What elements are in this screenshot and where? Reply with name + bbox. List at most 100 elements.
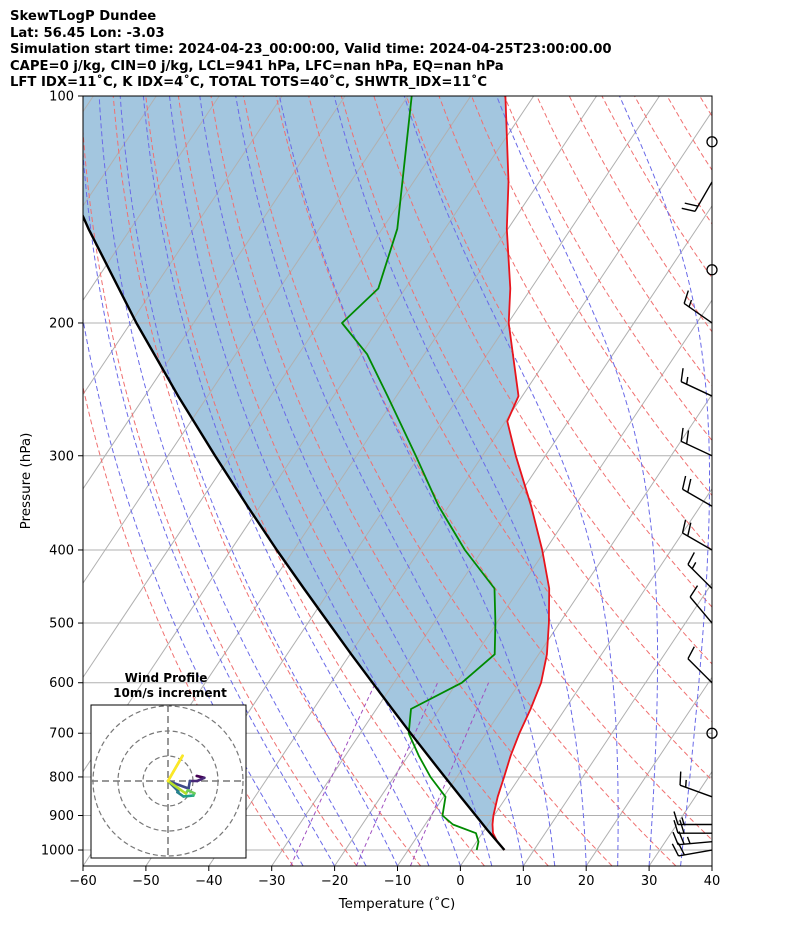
y-tick-label: 700 xyxy=(49,727,74,742)
wind-barb xyxy=(687,646,713,684)
dry-adiabat xyxy=(145,96,485,866)
isotherm xyxy=(83,96,346,490)
x-tick-label: 10 xyxy=(515,874,532,889)
calm-circle xyxy=(706,727,718,739)
wind-barb xyxy=(706,136,718,148)
location-line: Lat: 56.45 Lon: -3.03 xyxy=(10,25,165,41)
dry-adiabat xyxy=(471,96,712,497)
barb-half-flag xyxy=(688,299,693,308)
isotherm xyxy=(775,96,794,866)
moist-adiabat xyxy=(119,96,398,866)
wind-barb xyxy=(681,181,713,213)
x-tick-label: 40 xyxy=(704,874,721,889)
temperature-line xyxy=(491,96,551,851)
barb-staff xyxy=(689,596,713,624)
hodograph-segment xyxy=(195,776,206,783)
y-tick-label: 800 xyxy=(49,770,74,785)
dry-adiabat xyxy=(438,96,712,552)
wind-barb xyxy=(687,552,713,590)
y-tick-label: 100 xyxy=(49,90,74,105)
moist-adiabat xyxy=(142,96,430,866)
moist-adiabat xyxy=(279,96,556,866)
moist-adiabat xyxy=(83,147,336,866)
x-tick-label: −60 xyxy=(69,874,96,889)
calm-circle xyxy=(706,136,718,148)
wind-barb xyxy=(679,771,713,798)
time-line: Simulation start time: 2024-04-23_00:00:… xyxy=(10,42,612,57)
wind-barb xyxy=(706,264,718,276)
isotherm xyxy=(271,204,712,866)
barb-half-flag xyxy=(681,817,685,825)
x-tick-label: 0 xyxy=(456,874,464,889)
inset-subtitle: 10m/s increment xyxy=(113,686,227,700)
profile-lines-layer xyxy=(83,96,551,851)
x-axis-label: Temperature (˚C) xyxy=(338,895,456,912)
wind-barb xyxy=(673,811,712,826)
wind-barb xyxy=(681,519,713,551)
isotherm xyxy=(459,487,712,866)
isotherm xyxy=(522,582,712,866)
y-tick-label: 900 xyxy=(49,809,74,824)
barb-staff xyxy=(687,658,713,684)
hodograph-segment xyxy=(166,779,188,795)
wind-barb xyxy=(683,290,713,324)
barb-flag xyxy=(681,207,696,213)
isotherm xyxy=(83,96,472,679)
barb-flag xyxy=(679,820,685,834)
isotherm xyxy=(83,96,94,113)
barb-flag xyxy=(673,811,679,825)
moist-adiabat xyxy=(83,316,304,866)
dry-adiabat xyxy=(568,96,712,333)
barb-flag xyxy=(684,202,699,207)
moist-adiabat xyxy=(711,862,712,866)
parcel-path-line xyxy=(83,213,506,851)
inset-hodograph xyxy=(91,705,246,858)
dry-adiabat xyxy=(503,96,712,442)
y-tick-label: 400 xyxy=(49,543,74,558)
x-tick-label: −10 xyxy=(384,874,411,889)
wind-barb xyxy=(706,727,718,739)
dry-adiabat xyxy=(666,96,712,172)
dry-adiabat xyxy=(83,384,294,866)
x-tick-label: −20 xyxy=(321,874,348,889)
hodograph-segment xyxy=(182,794,195,798)
x-tick-label: −30 xyxy=(258,874,285,889)
moist-adiabat xyxy=(235,96,524,866)
barb-flag xyxy=(687,552,695,565)
barb-flag xyxy=(671,843,680,857)
dry-adiabat xyxy=(83,125,358,866)
cape-area-layer xyxy=(83,96,550,850)
barb-flag xyxy=(672,831,679,845)
moist-adiabat xyxy=(619,96,710,866)
x-tick-label: −50 xyxy=(132,874,159,889)
dry-adiabat xyxy=(177,96,549,866)
barb-flag xyxy=(687,478,692,493)
wind-barb xyxy=(681,475,713,507)
wind-barbs-layer xyxy=(671,136,718,857)
dry-adiabat xyxy=(308,96,712,781)
barb-staff xyxy=(680,440,713,457)
cin-shading xyxy=(83,96,550,850)
axes-layer: −60 −50 −40 −30 −20 −10 0 10 20 30 40 1000 900 800 700… xyxy=(41,90,720,890)
y-tick-label: 200 xyxy=(49,316,74,331)
wind-barb xyxy=(680,368,713,397)
mixing-ratio-line xyxy=(409,682,490,866)
grid-layer xyxy=(83,96,794,866)
isotherm xyxy=(83,96,283,396)
isotherm xyxy=(711,865,712,866)
mixing-ratio-line xyxy=(355,682,439,866)
wind-barb xyxy=(673,820,712,834)
barb-flag xyxy=(673,820,679,834)
dry-adiabat xyxy=(536,96,712,387)
barb-flag xyxy=(687,646,695,660)
barb-flag xyxy=(687,522,692,537)
isotherm xyxy=(83,96,409,584)
moist-adiabat xyxy=(333,96,587,866)
barb-flag xyxy=(681,475,687,490)
barb-half-flag xyxy=(691,562,697,570)
dry-adiabat xyxy=(601,96,712,279)
dry-adiabat xyxy=(340,96,712,723)
moist-adiabat xyxy=(169,96,461,866)
barb-flag xyxy=(680,427,684,442)
